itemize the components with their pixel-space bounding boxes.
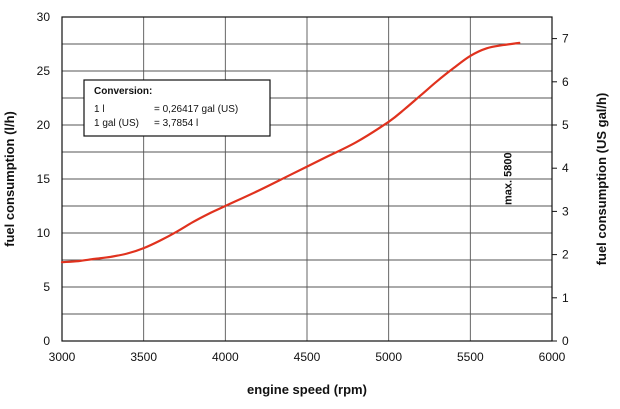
- y-tick-label: 20: [37, 118, 51, 132]
- x-tick-label: 5000: [375, 350, 402, 364]
- y-tick-label: 25: [37, 64, 51, 78]
- y2-tick-label: 2: [562, 248, 569, 262]
- y-axis-left-ticks: 0 5 10 15 20 25 30: [37, 10, 51, 348]
- max-rpm-annotation: max. 5800: [502, 152, 514, 205]
- y2-tick-label: 3: [562, 204, 569, 218]
- x-tick-label: 4500: [294, 350, 321, 364]
- x-tick-label: 3000: [49, 350, 76, 364]
- conversion-box: Conversion: 1 l = 0,26417 gal (US) 1 gal…: [83, 79, 271, 137]
- conversion-line2-left: 1 gal (US): [94, 118, 139, 129]
- conversion-box-frame: [83, 79, 271, 137]
- conversion-line2-right: = 3,7854 l: [154, 118, 198, 129]
- y2-tick-label: 6: [562, 75, 569, 89]
- x-tick-label: 6000: [539, 350, 566, 364]
- conversion-line1-left: 1 l: [94, 104, 105, 115]
- y-tick-label: 10: [37, 226, 51, 240]
- x-axis-title: engine speed (rpm): [247, 382, 367, 397]
- y2-tick-label: 0: [562, 334, 569, 348]
- x-tick-label: 4000: [212, 350, 239, 364]
- conversion-title: Conversion:: [94, 86, 152, 97]
- grid: [61, 16, 553, 342]
- x-axis-ticks: 3000 3500 4000 4500 5000 5500 6000: [49, 350, 566, 364]
- y2-tick-label: 7: [562, 32, 569, 46]
- series-layer: [60, 41, 521, 264]
- y-axis-left-title: fuel consumption (l/h): [2, 111, 17, 247]
- fuel-consumption-line: [60, 41, 521, 264]
- y2-tick-label: 1: [562, 291, 569, 305]
- y-tick-label: 0: [43, 334, 50, 348]
- y-tick-label: 5: [43, 280, 50, 294]
- y-axis-right-title: fuel consumption (US gal/h): [594, 93, 609, 266]
- y-tick-label: 15: [37, 172, 51, 186]
- plot-border: [61, 16, 553, 342]
- x-tick-label: 5500: [457, 350, 484, 364]
- conversion-line1-right: = 0,26417 gal (US): [154, 104, 238, 115]
- y-axis-right-ticks: 0 1 2 3 4 5 6 7: [552, 32, 569, 348]
- y-tick-label: 30: [37, 10, 51, 24]
- y2-tick-label: 4: [562, 161, 569, 175]
- x-tick-label: 3500: [130, 350, 157, 364]
- y2-tick-label: 5: [562, 118, 569, 132]
